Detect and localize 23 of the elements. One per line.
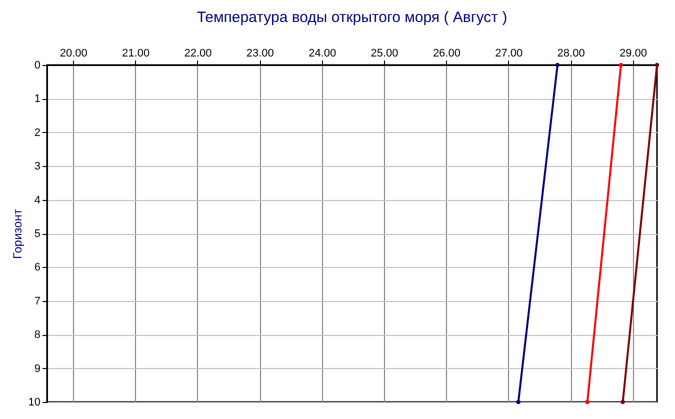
x-tick-label: 21.00 — [122, 48, 150, 60]
y-axis-title: Горизонт — [10, 208, 24, 259]
x-tick-label: 25.00 — [370, 48, 398, 60]
chart-title: Температура воды открытого моря ( Август ) — [196, 9, 508, 26]
x-tick-label: 26.00 — [432, 48, 460, 60]
y-tick-label: 5 — [34, 228, 40, 240]
x-tick-label: 29.00 — [619, 48, 648, 60]
y-tick-label: 0 — [34, 60, 40, 72]
y-tick-label: 9 — [34, 362, 40, 375]
y-tick-label: 4 — [34, 194, 40, 206]
y-tick-label: 8 — [34, 329, 40, 342]
y-tick-label: 6 — [34, 262, 40, 274]
y-tick-label: 10 — [28, 396, 40, 408]
y-tick-label: 1 — [34, 93, 40, 106]
y-tick-label: 7 — [34, 295, 40, 308]
x-tick-label: 20.00 — [60, 48, 88, 60]
x-tick-label: 27.00 — [495, 48, 523, 60]
y-tick-label: 2 — [34, 126, 40, 139]
x-tick-label: 28.00 — [557, 48, 585, 60]
x-tick-label: 24.00 — [308, 48, 336, 60]
x-tick-label: 23.00 — [246, 48, 274, 60]
y-tick-label: 3 — [34, 160, 40, 173]
x-tick-label: 22.00 — [184, 48, 212, 60]
